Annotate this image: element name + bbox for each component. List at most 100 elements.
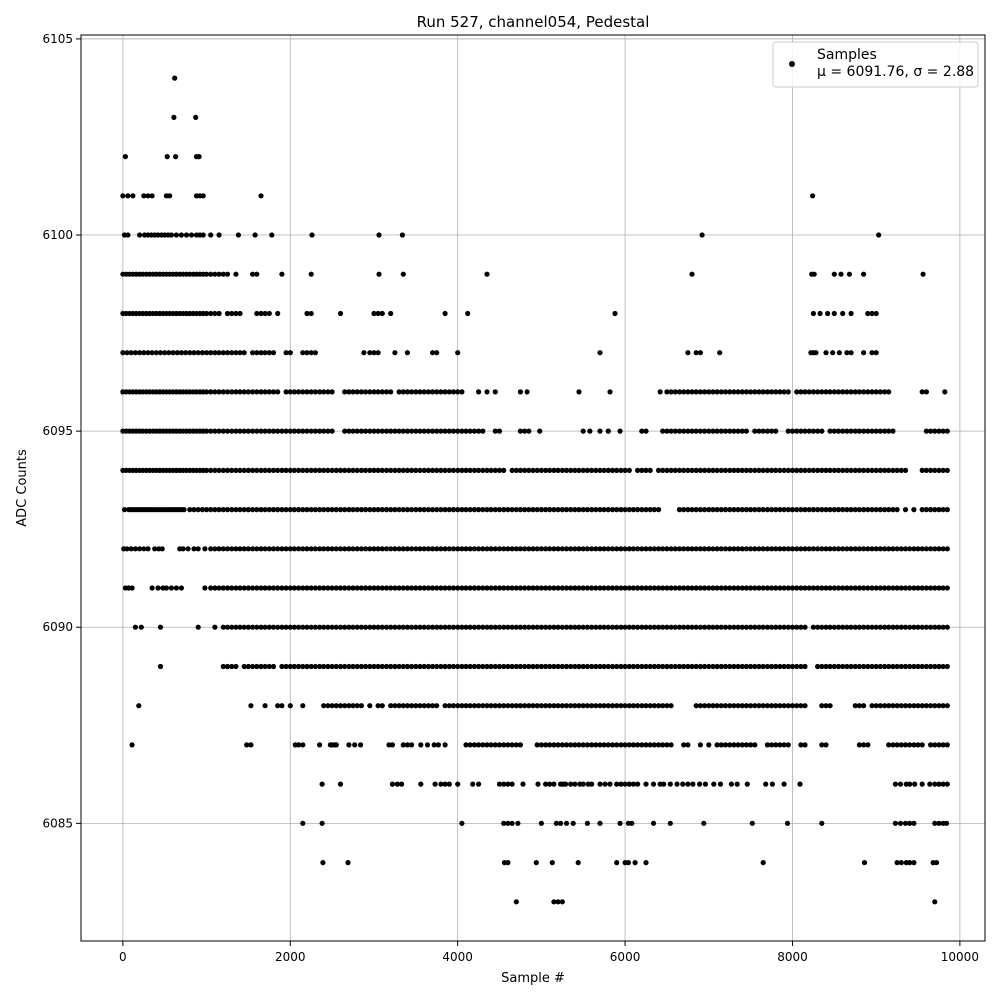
data-point xyxy=(630,585,637,591)
data-point xyxy=(609,663,616,670)
data-point xyxy=(367,428,373,434)
data-point xyxy=(789,546,796,552)
data-point xyxy=(840,585,846,591)
data-point xyxy=(270,467,277,473)
data-point xyxy=(727,742,733,748)
data-point xyxy=(233,663,239,670)
data-point xyxy=(300,350,306,356)
data-point xyxy=(660,546,666,552)
data-point xyxy=(212,507,218,513)
data-point xyxy=(861,507,867,513)
data-point xyxy=(915,585,921,591)
data-point xyxy=(835,663,842,670)
data-point xyxy=(869,428,875,434)
data-point xyxy=(944,585,950,591)
data-point xyxy=(459,663,465,670)
data-point xyxy=(882,467,888,473)
data-point xyxy=(714,742,720,748)
data-point xyxy=(643,507,649,513)
data-point xyxy=(681,585,687,591)
data-point xyxy=(467,703,473,709)
data-point xyxy=(825,310,831,317)
data-point xyxy=(656,742,662,748)
data-point xyxy=(132,546,138,552)
data-point xyxy=(283,546,289,552)
data-point xyxy=(702,624,708,630)
data-point xyxy=(388,507,394,513)
data-point xyxy=(697,467,704,473)
data-point xyxy=(894,663,900,670)
grid-lines xyxy=(81,35,985,941)
data-point xyxy=(254,467,260,473)
data-point xyxy=(346,428,352,434)
data-point xyxy=(430,585,436,591)
data-point xyxy=(932,820,938,826)
data-point xyxy=(735,742,741,748)
data-point xyxy=(530,467,536,473)
data-point xyxy=(856,546,863,552)
data-point xyxy=(728,781,735,787)
data-point xyxy=(936,781,942,787)
data-point xyxy=(204,389,210,395)
data-point xyxy=(597,820,603,826)
data-point xyxy=(396,585,402,591)
data-point xyxy=(413,703,419,709)
data-point xyxy=(270,507,277,513)
data-point xyxy=(781,781,787,787)
data-point xyxy=(430,546,436,552)
data-point xyxy=(425,428,431,434)
data-point xyxy=(155,585,161,591)
data-point xyxy=(559,663,565,670)
data-point xyxy=(718,742,724,748)
data-point xyxy=(258,428,264,434)
data-point xyxy=(233,507,239,513)
data-point xyxy=(689,428,695,434)
data-point xyxy=(664,585,670,591)
data-point xyxy=(840,389,846,395)
data-point xyxy=(752,663,758,670)
x-tick-label: 0 xyxy=(119,950,127,964)
data-point xyxy=(710,428,716,434)
data-point xyxy=(743,624,750,630)
data-point xyxy=(191,546,197,552)
data-point xyxy=(229,585,235,591)
data-point xyxy=(496,546,503,552)
data-point xyxy=(509,467,515,473)
data-point xyxy=(920,271,926,277)
data-point xyxy=(417,389,423,395)
data-point xyxy=(442,310,448,317)
data-point xyxy=(840,546,846,552)
data-point xyxy=(664,703,670,709)
data-point xyxy=(752,703,758,709)
data-point xyxy=(575,860,581,866)
data-point xyxy=(346,663,352,670)
data-point xyxy=(743,507,750,513)
data-point xyxy=(840,507,846,513)
data-point xyxy=(559,467,565,473)
data-point xyxy=(291,663,297,670)
data-point xyxy=(484,585,490,591)
data-point xyxy=(208,507,214,513)
data-point xyxy=(898,663,904,670)
data-point xyxy=(463,546,469,552)
data-point xyxy=(417,507,423,513)
data-point xyxy=(409,585,415,591)
data-point xyxy=(752,624,758,630)
data-point xyxy=(241,428,247,434)
data-point xyxy=(543,703,549,709)
data-point xyxy=(229,507,235,513)
data-point xyxy=(852,507,858,513)
data-point xyxy=(861,467,867,473)
data-point xyxy=(287,389,293,395)
data-point xyxy=(129,742,135,748)
data-point xyxy=(576,742,582,748)
data-point xyxy=(371,585,377,591)
data-point xyxy=(902,585,909,591)
data-point xyxy=(476,507,482,513)
data-point xyxy=(409,663,415,670)
data-point xyxy=(492,389,498,395)
data-point xyxy=(831,624,837,630)
data-point xyxy=(442,428,448,434)
data-point xyxy=(886,546,892,552)
